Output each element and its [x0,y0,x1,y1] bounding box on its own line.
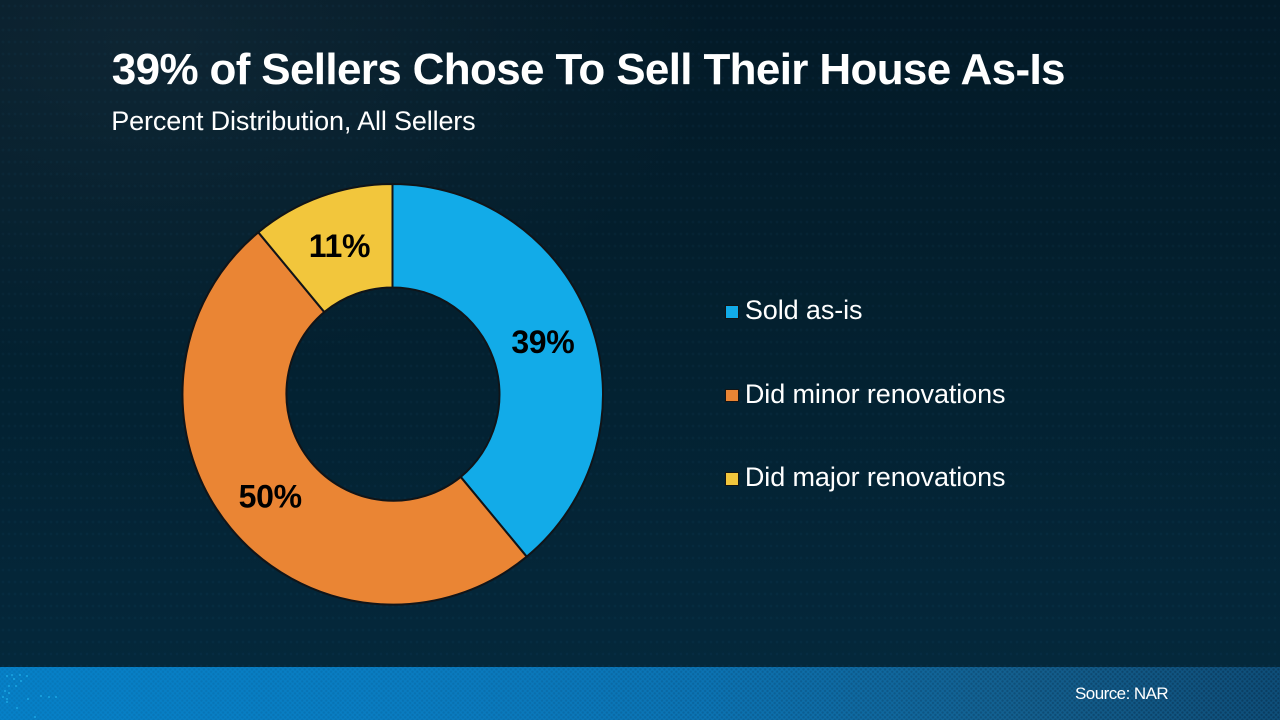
svg-text:11%: 11% [309,228,370,264]
svg-text:50%: 50% [239,479,302,515]
svg-text:39%: 39% [511,324,574,360]
